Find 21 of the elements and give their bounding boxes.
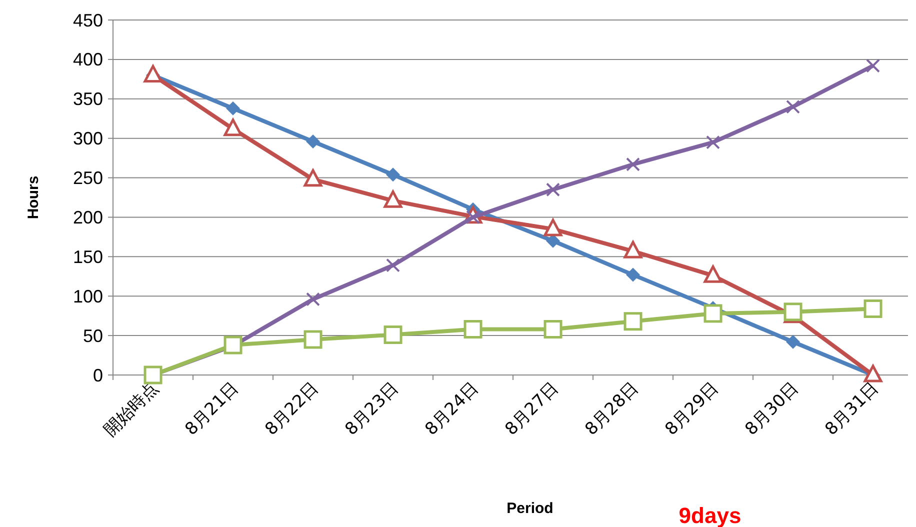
x-tick-label: 8月27日	[501, 378, 563, 440]
x-tick-label: 8月24日	[421, 378, 483, 440]
x-tick-label: 8月21日	[181, 378, 243, 440]
y-tick-label: 150	[72, 246, 103, 267]
y-tick-label: 0	[92, 365, 103, 386]
x-axis-title: Period	[506, 500, 554, 517]
x-tick-label: 8月22日	[261, 378, 323, 440]
y-tick-label: 50	[82, 326, 103, 346]
y-tick-label: 100	[72, 286, 103, 306]
y-tick-label: 400	[72, 50, 103, 70]
x-tick-label: 8月30日	[741, 378, 803, 440]
x-tick-label: 8月23日	[341, 378, 403, 440]
y-tick-label: 250	[72, 168, 103, 188]
y-tick-label: 300	[72, 128, 103, 149]
y-tick-label: 200	[72, 208, 103, 228]
y-tick-label: 450	[72, 10, 103, 30]
x-tick-label: 8月28日	[581, 378, 643, 440]
x-tick-label: 8月31日	[821, 378, 883, 440]
y-axis-title: Hours	[25, 176, 42, 220]
y-tick-label: 350	[72, 89, 103, 110]
x-tick-label: 8月29日	[661, 378, 723, 440]
